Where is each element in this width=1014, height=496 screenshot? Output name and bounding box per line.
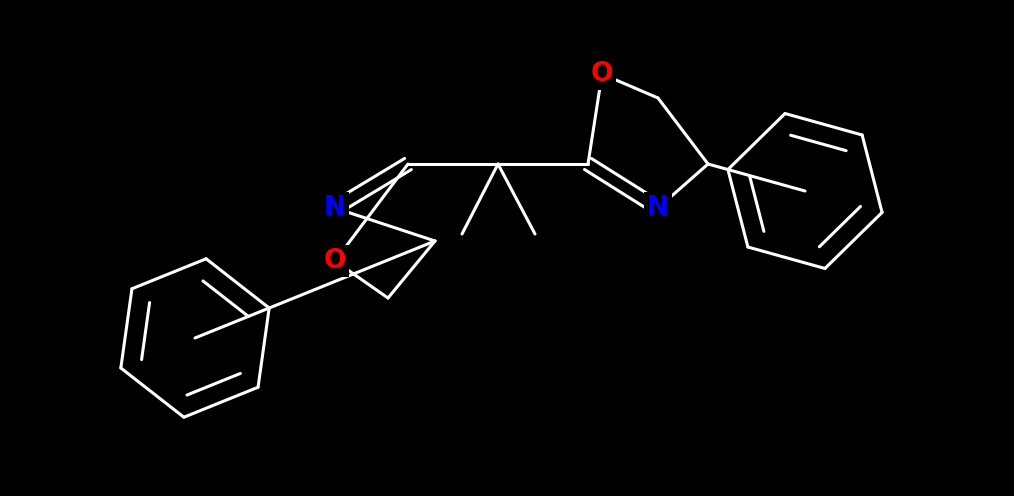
Text: O: O [591, 61, 613, 87]
Text: N: N [647, 195, 669, 221]
Text: N: N [324, 195, 346, 221]
Text: O: O [323, 248, 346, 274]
